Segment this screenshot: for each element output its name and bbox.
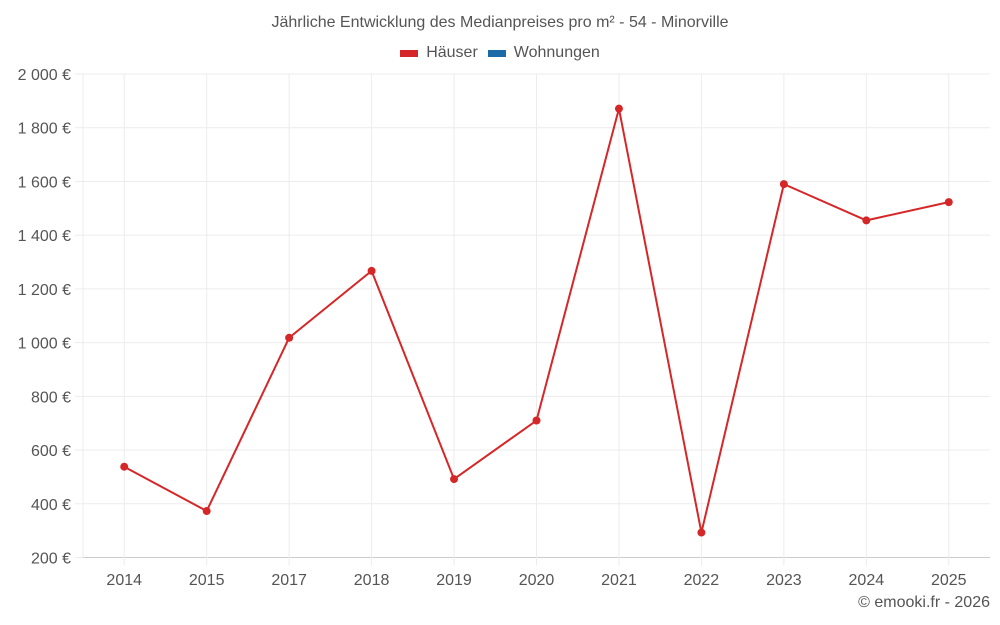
x-tick-label: 2018 [354,572,390,589]
x-tick-label: 2021 [601,572,637,589]
y-tick-label: 400 € [31,497,71,514]
data-point [367,266,376,275]
data-point [120,462,129,471]
y-tick-label: 1 600 € [18,174,71,191]
y-tick-label: 1 000 € [18,336,71,353]
x-tick-label: 2014 [106,572,142,589]
y-tick-label: 600 € [31,443,71,460]
data-point [202,507,211,516]
x-tick-label: 2025 [931,572,967,589]
credit-text: © emooki.fr - 2026 [858,594,990,611]
x-tick-label: 2022 [684,572,720,589]
y-tick-label: 1 200 € [18,282,71,299]
data-point [614,104,623,113]
legend-item-haeuser[interactable]: Häuser [400,44,478,62]
y-tick-label: 800 € [31,389,71,406]
legend-item-wohnungen[interactable]: Wohnungen [487,44,600,62]
data-point [779,180,788,189]
data-point [532,416,541,425]
legend-swatch-haeuser [400,49,419,57]
chart-title: Jährliche Entwicklung des Medianpreises … [271,14,729,31]
data-point [697,528,706,537]
x-tick-label: 2019 [436,572,472,589]
x-tick-label: 2015 [189,572,225,589]
data-point [450,475,459,484]
y-tick-label: 1 400 € [18,228,71,245]
data-point [862,216,871,225]
legend-swatch-wohnungen [487,49,506,57]
x-tick-label: 2024 [849,572,885,589]
x-tick-label: 2017 [271,572,307,589]
y-tick-label: 2 000 € [18,67,71,84]
y-tick-label: 200 € [31,551,71,568]
legend-label-wohnungen: Wohnungen [513,44,600,61]
legend-label-haeuser: Häuser [426,44,478,61]
x-tick-label: 2020 [519,572,555,589]
x-tick-label: 2023 [766,572,802,589]
legend: Häuser Wohnungen [0,44,1000,62]
data-point [944,198,953,207]
data-point [285,333,294,342]
y-tick-label: 1 800 € [18,121,71,138]
